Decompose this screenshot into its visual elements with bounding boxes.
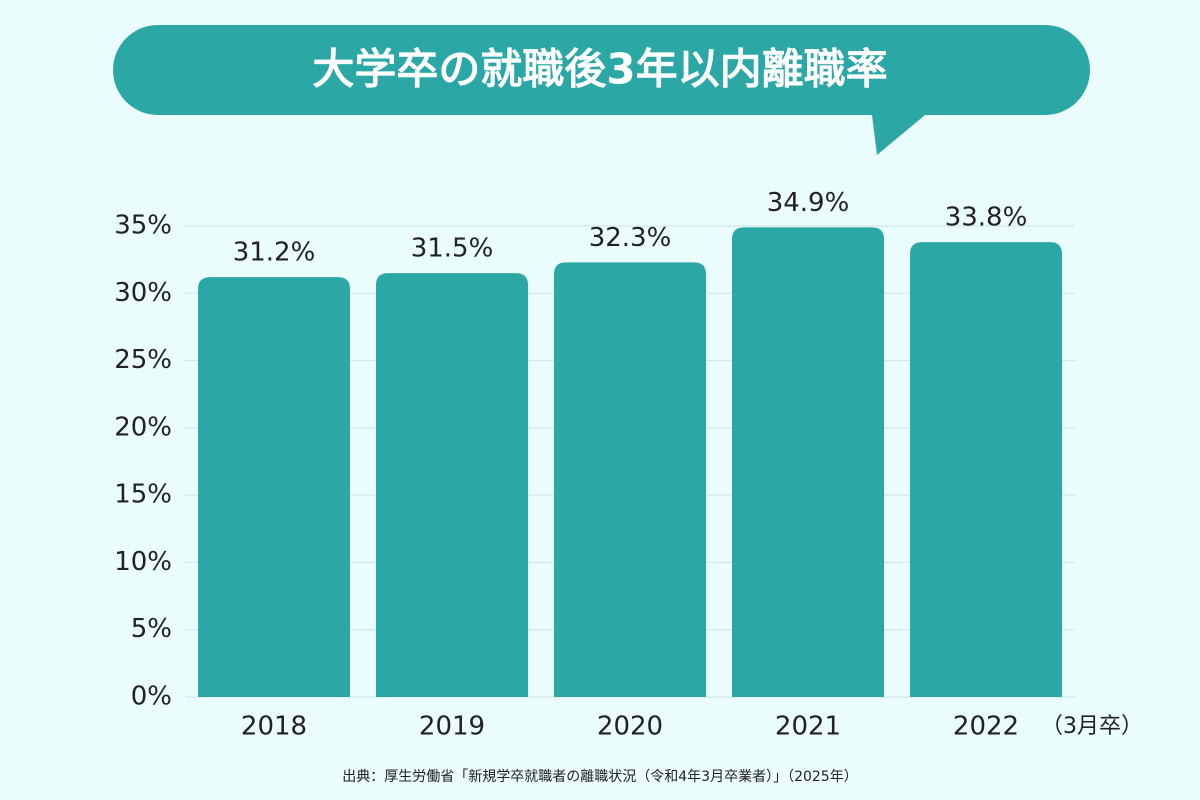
x-tick-label: 2018 [241, 712, 307, 742]
y-tick-label: 5% [131, 614, 172, 644]
y-tick-label: 30% [114, 278, 172, 308]
value-label: 31.5% [411, 234, 494, 264]
y-tick-label: 10% [114, 547, 172, 577]
title-bubble [113, 25, 1090, 155]
y-tick-label: 20% [114, 412, 172, 442]
y-tick-label: 0% [131, 682, 172, 712]
bar [910, 242, 1062, 698]
value-label: 33.8% [945, 203, 1028, 233]
source-note: 出典：厚生労働省「新規学卒就職者の離職状況（令和4年3月卒業者）」（2025年） [342, 768, 857, 785]
bar [732, 227, 884, 698]
x-tick-label: 2022 [953, 712, 1019, 742]
chart-title: 大学卒の就職後3年以内離職率 [312, 45, 887, 94]
value-label: 31.2% [233, 238, 316, 268]
x-tick-label: 2019 [419, 712, 485, 742]
x-tick-label: 2020 [597, 712, 663, 742]
y-tick-label: 35% [114, 211, 172, 241]
y-tick-label: 25% [114, 345, 172, 375]
bar [198, 277, 350, 697]
y-tick-label: 15% [114, 480, 172, 510]
bar [554, 262, 706, 697]
x-tick-label: 2021 [775, 712, 841, 742]
value-label: 34.9% [767, 188, 850, 218]
bar [376, 273, 528, 697]
x-unit: （3月卒） [1041, 714, 1143, 739]
value-label: 32.3% [589, 223, 672, 253]
